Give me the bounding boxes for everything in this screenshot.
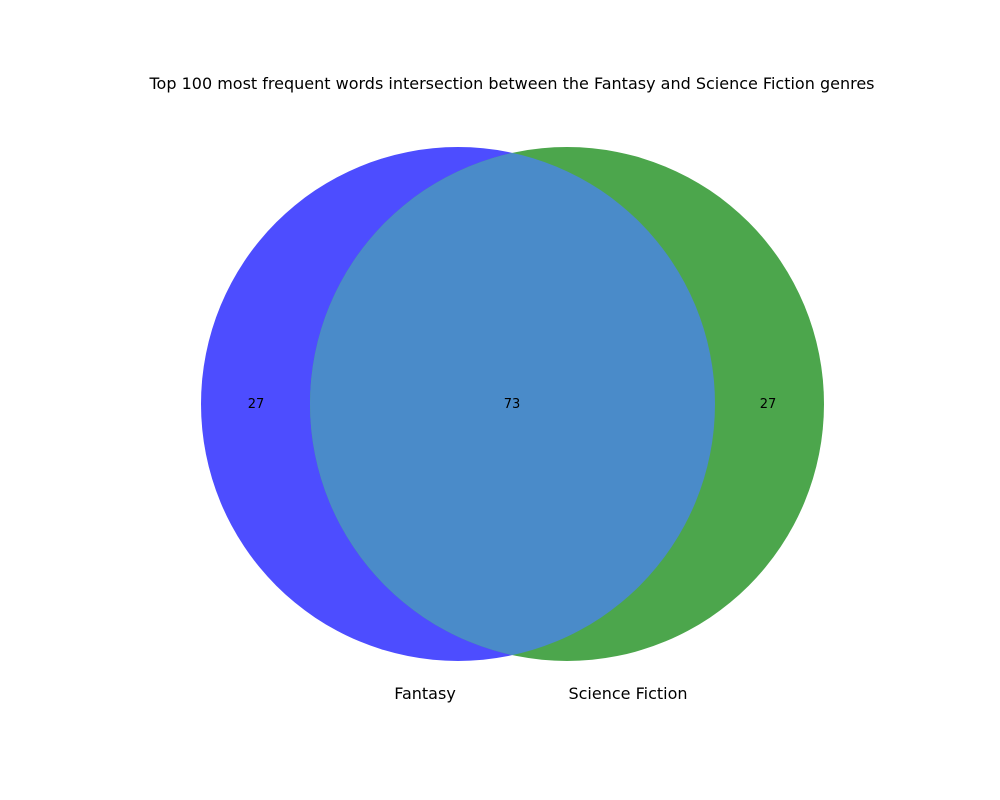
fantasy-label: Fantasy	[394, 684, 456, 703]
science-fiction-label: Science Fiction	[568, 684, 687, 703]
science-fiction-only-count: 27	[760, 397, 777, 412]
chart-title: Top 100 most frequent words intersection…	[149, 74, 875, 93]
intersection-count: 73	[504, 397, 521, 412]
fantasy-only-count: 27	[248, 397, 265, 412]
